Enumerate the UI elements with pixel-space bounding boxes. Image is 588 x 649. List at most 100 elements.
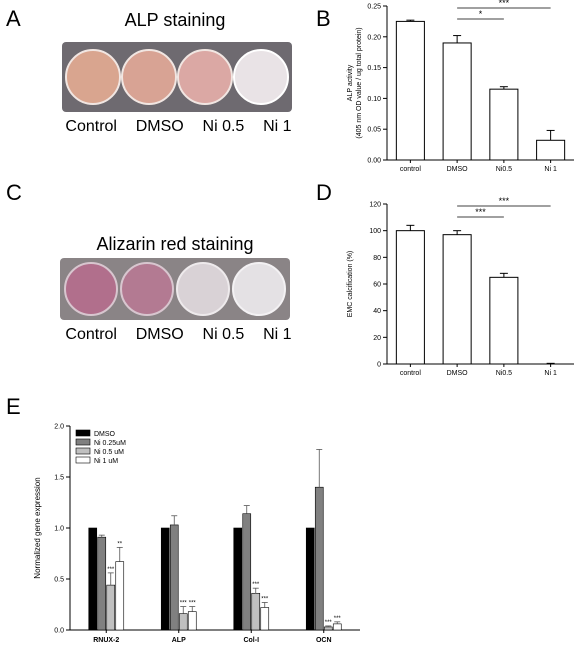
chart-b-ytick-label: 0.05 <box>367 127 381 134</box>
chart-b-y-axis-label: ALP activity <box>347 64 354 101</box>
chart-b: 0.00 0.05 0.10 0.15 0.20 0.25 control DMSO Ni0.5… <box>347 0 574 172</box>
alizarin-label-control: Control <box>65 326 117 343</box>
chart-e-legend-swatch <box>75 438 91 446</box>
chart-d-ytick-label: 100 <box>369 228 381 235</box>
panel-e-letter: E <box>6 394 21 419</box>
chart-d-ytick-label: 120 <box>369 202 381 209</box>
chart-e-bar <box>178 613 188 631</box>
chart-d-bar <box>395 230 425 365</box>
chart-b-significance-label: *** <box>499 0 510 8</box>
chart-e-bar <box>260 607 270 631</box>
alp-well-ni05 <box>177 49 233 105</box>
chart-b-ytick-label: 0.20 <box>367 34 381 41</box>
chart-e-legend-swatch <box>75 456 91 464</box>
chart-e-xtick-label: OCN <box>316 637 332 644</box>
chart-e-legend-label: Ni 0.5 uM <box>94 449 124 456</box>
chart-e-legend-swatch <box>75 447 91 455</box>
chart-d-xtick-label: control <box>400 370 421 377</box>
alizarin-plate-photo <box>60 258 290 320</box>
chart-e-legend-label: Ni 0.25uM <box>94 440 126 447</box>
chart-e-significance-label: *** <box>252 582 260 588</box>
chart-e-significance-label: *** <box>261 596 269 602</box>
chart-e-xtick-label: RNUX-2 <box>93 637 119 644</box>
alp-well-labels: Control DMSO Ni 0.5 Ni 1 <box>56 118 301 136</box>
alizarin-label-dmso: DMSO <box>135 326 184 343</box>
alp-label-ni1: Ni 1 <box>263 118 292 135</box>
chart-b-ytick-label: 0.25 <box>367 4 381 11</box>
chart-e-bar <box>332 623 342 631</box>
chart-d-xtick-label: DMSO <box>447 370 469 377</box>
chart-b-ytick-label: 0.00 <box>367 158 381 165</box>
chart-d-significance-label: *** <box>475 207 486 217</box>
chart-b-significance-label: * <box>479 9 483 19</box>
chart-e-bar <box>187 611 197 631</box>
chart-e-legend-label: DMSO <box>94 431 116 438</box>
chart-e-bar <box>106 584 116 631</box>
chart-d-ytick-label: 40 <box>373 308 381 315</box>
alp-staining-title: ALP staining <box>124 10 226 30</box>
chart-d-ytick-label: 80 <box>373 255 381 262</box>
chart-d-bar <box>442 234 472 365</box>
chart-b-bar <box>536 139 566 161</box>
chart-b-xtick-label: Ni 1 <box>544 166 557 172</box>
alizarin-wells <box>64 262 286 316</box>
alp-label-dmso: DMSO <box>135 118 184 135</box>
chart-e-bar <box>242 513 252 631</box>
chart-b-ytick-label: 0.10 <box>367 96 381 103</box>
alp-plate-photo <box>62 42 292 112</box>
chart-e-ytick-label: 2.0 <box>54 424 64 431</box>
chart-e-bar <box>169 524 179 631</box>
alizarin-well-dmso <box>120 262 174 316</box>
chart-b-ytick-label: 0.15 <box>367 65 381 72</box>
chart-d-bar <box>489 276 519 365</box>
chart-e-significance-label: *** <box>180 601 188 607</box>
alp-label-ni05: Ni 0.5 <box>202 118 245 135</box>
chart-b-bar <box>442 42 472 161</box>
chart-e-xtick-label: Col-I <box>243 637 259 644</box>
chart-e-legend-swatch <box>75 429 91 437</box>
chart-d-ytick-label: 20 <box>373 335 381 342</box>
panel-a-letter: A <box>6 6 21 31</box>
chart-e-bar <box>251 592 261 631</box>
chart-e-bar <box>115 561 125 631</box>
chart-d-significance-label: *** <box>499 196 510 206</box>
chart-b-xtick-label: Ni0.5 <box>496 166 512 172</box>
chart-e-ytick-label: 0.0 <box>54 628 64 635</box>
chart-d: 0 20 40 60 80 100 120 control DMSO Ni0.5 Ni 1 *** **… <box>347 196 574 377</box>
chart-e-bar <box>305 527 315 631</box>
alizarin-well-ni05 <box>176 262 230 316</box>
chart-e-bar <box>97 536 107 631</box>
chart-e-significance-label: ** <box>117 541 122 547</box>
alizarin-well-control <box>64 262 118 316</box>
chart-d-xtick-label: Ni0.5 <box>496 370 512 377</box>
chart-d-xtick-label: Ni 1 <box>544 370 557 377</box>
alp-well-ni1 <box>233 49 289 105</box>
alizarin-label-ni1: Ni 1 <box>263 326 292 343</box>
chart-b-bar <box>395 20 425 161</box>
chart-e-significance-label: *** <box>334 616 342 622</box>
chart-e-legend-label: Ni 1 uM <box>94 458 118 465</box>
alizarin-label-ni05: Ni 0.5 <box>202 326 245 343</box>
chart-e-y-axis-label: Normalized gene expression <box>33 477 42 578</box>
chart-e-xtick-label: ALP <box>172 637 186 644</box>
alizarin-staining-title: Alizarin red staining <box>96 234 254 254</box>
chart-b-xtick-label: control <box>400 166 421 172</box>
chart-e-ytick-label: 1.5 <box>54 475 64 482</box>
chart-e-bar <box>160 527 170 631</box>
alizarin-well-labels: Control DMSO Ni 0.5 Ni 1 <box>56 326 301 344</box>
chart-e-ytick-label: 1.0 <box>54 526 64 533</box>
chart-e-significance-label: *** <box>189 601 197 607</box>
chart-e-significance-label: *** <box>325 620 333 626</box>
chart-b-xtick-label: DMSO <box>447 166 469 172</box>
chart-b-bar <box>489 88 519 161</box>
chart-e-bar <box>323 626 333 631</box>
chart-e-bar <box>88 527 98 631</box>
chart-d-ytick-label: 0 <box>377 362 381 369</box>
panel-b-letter: B <box>316 6 331 31</box>
chart-e-bar <box>314 486 324 631</box>
alizarin-well-ni1 <box>232 262 286 316</box>
alp-well-control <box>65 49 121 105</box>
alp-label-control: Control <box>65 118 117 135</box>
panel-c-letter: C <box>6 180 22 205</box>
chart-d-ytick-label: 60 <box>373 282 381 289</box>
